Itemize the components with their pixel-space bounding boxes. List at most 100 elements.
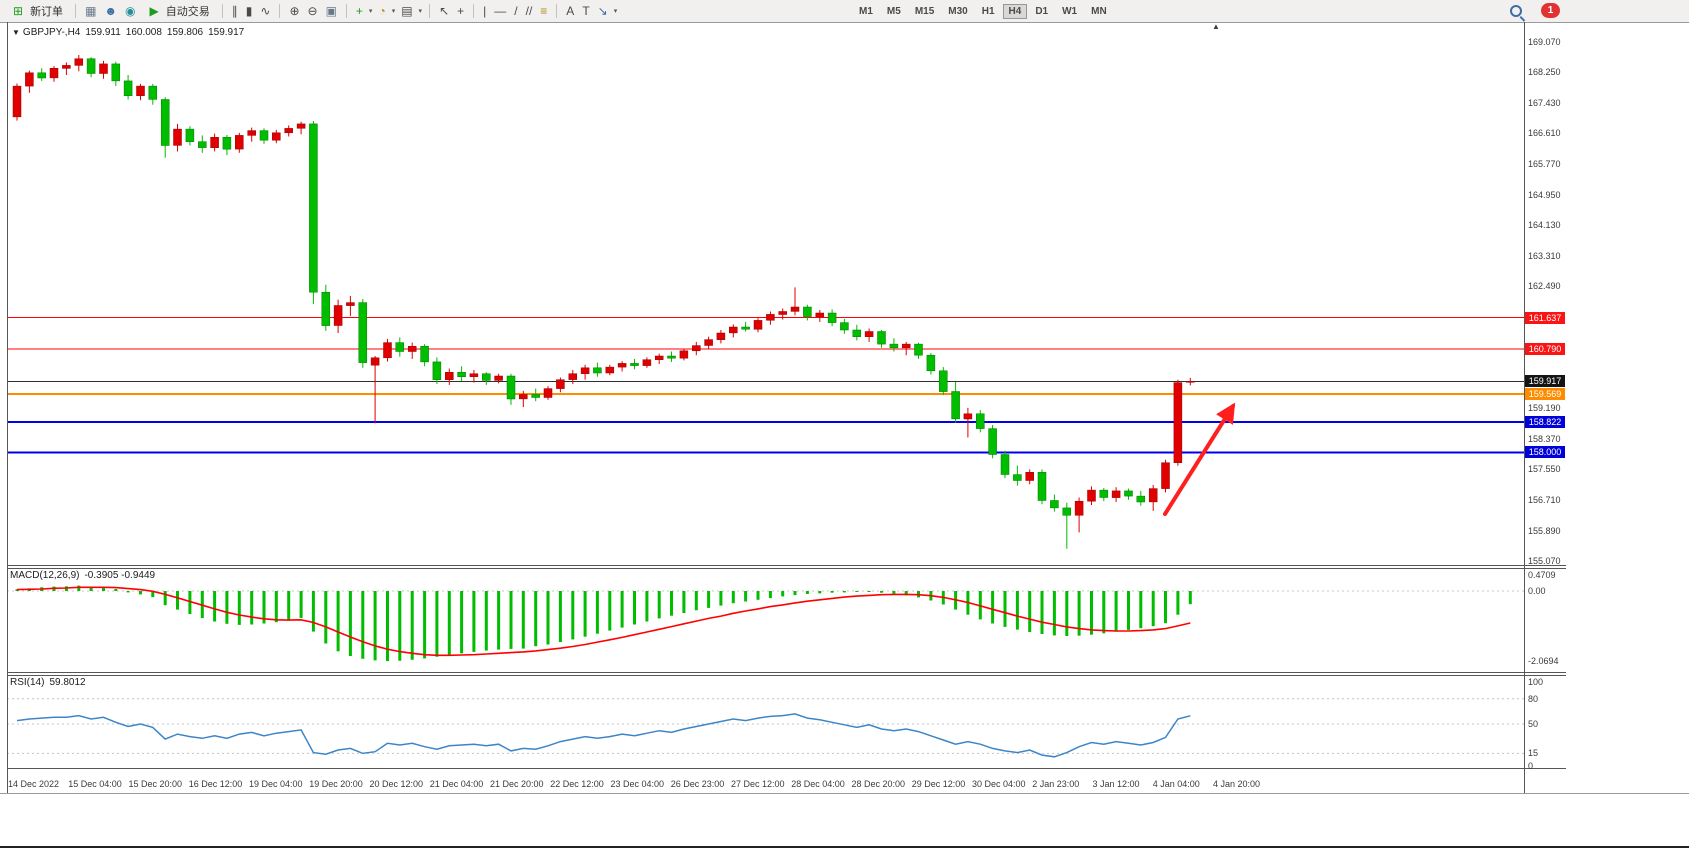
- price-axis-label: 168.250: [1528, 67, 1561, 78]
- main-chart-bottom-border: [7, 565, 1566, 566]
- time-axis-label: 23 Dec 04:00: [610, 779, 665, 789]
- crosshair-icon[interactable]: +: [457, 4, 465, 18]
- price-tag: 158.822: [1525, 415, 1565, 428]
- tile-windows-icon[interactable]: ▣: [325, 4, 337, 18]
- price-tag: 158.000: [1525, 446, 1565, 459]
- trendline-icon[interactable]: /: [514, 4, 518, 18]
- bar-chart-icon[interactable]: ∥: [231, 4, 238, 18]
- timeframe-button-M30[interactable]: M30: [948, 5, 968, 17]
- time-axis-label: 19 Dec 20:00: [309, 779, 363, 789]
- timeframe-button-H4[interactable]: H4: [1002, 3, 1028, 19]
- chart-window-bottom-border: [0, 793, 1689, 794]
- window-frame-line: [0, 846, 1689, 848]
- periods-caret-icon[interactable]: ▾: [391, 8, 396, 15]
- zoom-in-icon[interactable]: ⊕: [289, 4, 300, 18]
- autotrading-icon: ▶: [149, 4, 159, 18]
- macd-splitter[interactable]: [7, 568, 1566, 569]
- ohlc-high: 160.008: [125, 27, 162, 38]
- text-icon[interactable]: A: [566, 4, 575, 18]
- candles: [12, 55, 1195, 549]
- price-axis-label: 166.610: [1528, 128, 1561, 139]
- chart-symbol: GBPJPY-,H4: [22, 27, 81, 38]
- timeframe-button-D1[interactable]: D1: [1035, 5, 1049, 17]
- timeframe-button-MN[interactable]: MN: [1091, 5, 1107, 17]
- line-chart-icon[interactable]: ∿: [260, 4, 271, 18]
- candlestick-chart-icon[interactable]: ▮: [245, 4, 253, 18]
- price-axis-label: 167.430: [1528, 97, 1561, 108]
- time-axis-label: 21 Dec 04:00: [429, 779, 484, 789]
- rsi-bottom-border: [7, 768, 1566, 769]
- new-order-label: 新订单: [30, 6, 64, 18]
- indicators-icon[interactable]: +: [355, 4, 363, 18]
- indicators-caret-icon[interactable]: ▾: [368, 8, 373, 15]
- price-axis-label: 158.370: [1528, 433, 1561, 444]
- rsi-axis-label: 0: [1528, 761, 1534, 771]
- toolbar-border: [0, 22, 1689, 23]
- time-axis-label: 29 Dec 12:00: [911, 779, 966, 789]
- macd-axis-label: 0.4709: [1528, 570, 1556, 581]
- time-axis-label: 20 Dec 12:00: [369, 779, 424, 789]
- new-order-icon: ⊞: [13, 4, 24, 18]
- time-axis-label: 21 Dec 20:00: [490, 779, 544, 789]
- time-axis-label: 2 Jan 23:00: [1032, 779, 1080, 789]
- time-axis-label: 28 Dec 20:00: [851, 779, 906, 789]
- horizontal-line-icon[interactable]: ―: [494, 4, 507, 18]
- main-chart[interactable]: [7, 22, 1524, 565]
- zoom-out-icon[interactable]: ⊖: [307, 4, 318, 18]
- rsi-axis-label: 100: [1528, 677, 1544, 687]
- macd-label: MACD(12,26,9): [10, 570, 80, 581]
- timeframe-button-M5[interactable]: M5: [886, 5, 901, 17]
- channel-icon[interactable]: //: [525, 4, 533, 18]
- templates-icon[interactable]: ▤: [401, 4, 413, 18]
- timeframe-button-H1[interactable]: H1: [981, 5, 995, 17]
- price-axis-label: 157.550: [1528, 464, 1561, 474]
- time-axis-label: 15 Dec 20:00: [128, 779, 183, 789]
- templates-caret-icon[interactable]: ▾: [418, 8, 423, 15]
- timeframe-button-W1[interactable]: W1: [1062, 5, 1078, 17]
- time-axis-label: 3 Jan 12:00: [1092, 779, 1140, 789]
- vertical-line-icon[interactable]: |: [483, 4, 487, 18]
- macd-panel[interactable]: [7, 568, 1524, 672]
- price-tag: 160.790: [1525, 342, 1565, 355]
- price-axis-label: 164.130: [1528, 220, 1561, 231]
- macd-values: -0.3905 -0.9449: [84, 570, 156, 581]
- autotrading-button[interactable]: ▶ 自动交易: [141, 1, 216, 21]
- search-icon[interactable]: [1510, 5, 1522, 17]
- timeframe-toolbar: M1 M5 M15 M30 H1 H4 D1 W1 MN: [853, 0, 1113, 22]
- rsi-label: RSI(14): [10, 677, 45, 688]
- new-order-button[interactable]: ⊞ 新订单: [4, 1, 69, 21]
- arrows-caret-icon[interactable]: ▾: [613, 8, 618, 15]
- plot-left-border: [7, 22, 8, 793]
- fibonacci-icon[interactable]: ≡: [540, 4, 548, 18]
- arrows-icon[interactable]: ↘: [597, 4, 608, 18]
- toolbar-separator: [221, 4, 223, 18]
- time-axis-label: 15 Dec 04:00: [68, 779, 122, 789]
- price-tag: 159.917: [1525, 375, 1565, 388]
- ohlc-close: 159.917: [208, 27, 245, 38]
- autotrading-label: 自动交易: [165, 6, 210, 18]
- text-label-icon[interactable]: T: [582, 4, 590, 18]
- rsi-panel[interactable]: [7, 675, 1524, 768]
- timeframe-button-M1[interactable]: M1: [859, 5, 873, 17]
- price-axis-label: 162.490: [1528, 280, 1561, 291]
- chart-ohlc-header: ▼ GBPJPY-,H4 159.911 160.008 159.806 159.917: [12, 27, 244, 38]
- periods-icon[interactable]: ◔: [378, 4, 386, 18]
- rsi-splitter[interactable]: [7, 675, 1566, 676]
- price-axis-label: 155.890: [1528, 525, 1561, 536]
- chart-shift-marker-icon[interactable]: ▲: [1212, 22, 1220, 31]
- macd-axis-label: -2.0694: [1528, 656, 1559, 667]
- rsi-axis-label: 50: [1528, 719, 1539, 729]
- charts-grid-icon[interactable]: ▦: [85, 4, 97, 18]
- toolbar-separator: [556, 4, 558, 18]
- profiles-icon[interactable]: ☻: [104, 4, 118, 18]
- timeframe-button-M15[interactable]: M15: [914, 5, 935, 17]
- cursor-icon[interactable]: ↖: [439, 4, 450, 18]
- time-axis-label: 14 Dec 2022: [8, 779, 60, 789]
- one-click-trading-arrow-icon[interactable]: ▼: [12, 28, 20, 37]
- price-axis-label: 159.190: [1528, 403, 1561, 414]
- macd-header: MACD(12,26,9) -0.3905 -0.9449: [10, 570, 155, 581]
- toolbar-separator: [429, 4, 431, 18]
- metaeditor-icon[interactable]: ◉: [125, 4, 136, 18]
- notification-badge[interactable]: 1: [1541, 3, 1560, 18]
- arrow-annotation: [1163, 402, 1236, 516]
